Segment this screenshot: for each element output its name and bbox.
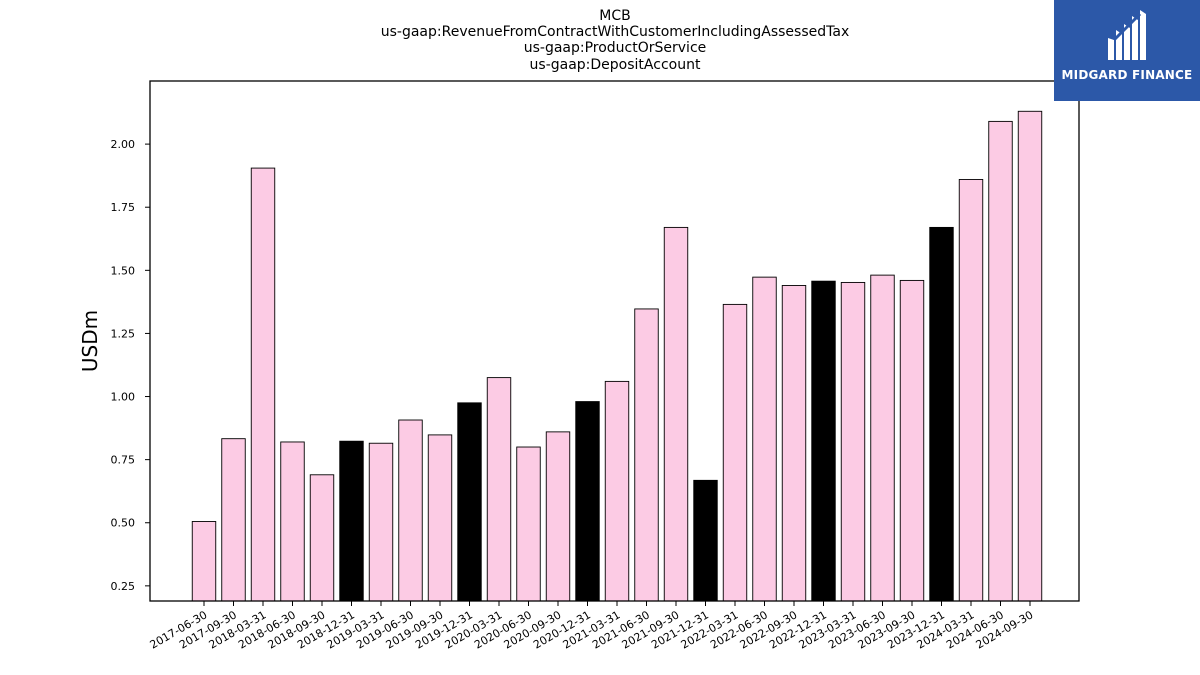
bar (221, 438, 246, 602)
plot-frame (149, 80, 1080, 602)
y-tick-label: 1.25 (111, 327, 136, 340)
bar (781, 285, 807, 602)
bar (368, 442, 394, 602)
chart-title-line-2: us-gaap:RevenueFromContractWithCustomerI… (381, 24, 850, 40)
chart-title-line-1: MCB (599, 8, 630, 24)
bar (604, 380, 630, 602)
bar (250, 167, 276, 602)
y-tick-label: 0.75 (111, 454, 136, 467)
y-tick-label: 0.50 (111, 517, 136, 530)
y-axis-label: USDm (78, 310, 102, 372)
bar (811, 280, 836, 602)
bar (398, 419, 423, 602)
x-axis: 2017-06-302017-09-302018-03-312018-06-30… (148, 601, 1036, 652)
bar (840, 281, 866, 602)
midgard-finance-logo: MIDGARD FINANCE (1054, 0, 1200, 101)
y-tick-label: 1.00 (111, 391, 136, 404)
chart-title-line-3: us-gaap:ProductOrService (524, 40, 707, 56)
y-tick-label: 1.75 (111, 201, 136, 214)
bar (899, 279, 925, 602)
bar (486, 377, 512, 602)
bar (545, 431, 571, 602)
bar (516, 446, 541, 602)
midgard-logo-icon (1108, 10, 1146, 60)
chart-title-line-4: us-gaap:DepositAccount (530, 57, 701, 73)
bar (339, 440, 364, 602)
bar (988, 120, 1013, 602)
bar (870, 274, 895, 602)
bar (634, 308, 659, 602)
y-tick-label: 1.50 (111, 264, 136, 277)
bar (457, 402, 482, 602)
bar (1017, 110, 1043, 602)
bar (663, 226, 689, 602)
bar (752, 276, 777, 602)
bar (309, 474, 335, 602)
y-axis: 0.25 0.50 0.75 1.00 1.25 1.50 1.75 2.00 (111, 138, 150, 593)
logo-text: MIDGARD FINANCE (1061, 68, 1193, 82)
bar (693, 479, 718, 602)
chart-title: MCB us-gaap:RevenueFromContractWithCusto… (381, 8, 850, 73)
bar (427, 434, 453, 602)
y-tick-label: 0.25 (111, 580, 136, 593)
bars-group (191, 110, 1043, 602)
y-tick-label: 2.00 (111, 138, 136, 151)
bar (722, 303, 748, 602)
bar (958, 178, 984, 602)
bar (280, 441, 305, 602)
bar (191, 521, 217, 602)
bar (929, 226, 954, 602)
bar (575, 401, 600, 602)
